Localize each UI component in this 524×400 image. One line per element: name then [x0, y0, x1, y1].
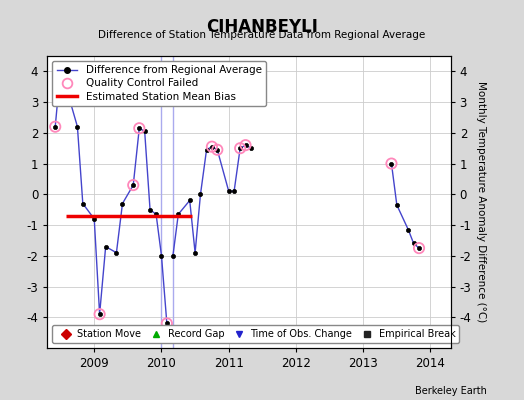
Point [242, 142, 250, 148]
Point [162, 320, 171, 327]
Point [129, 182, 137, 188]
Point [387, 160, 396, 167]
Y-axis label: Monthly Temperature Anomaly Difference (°C): Monthly Temperature Anomaly Difference (… [476, 81, 486, 323]
Point [51, 124, 59, 130]
Point [236, 145, 244, 152]
Text: Berkeley Earth: Berkeley Earth [416, 386, 487, 396]
Point [415, 245, 423, 251]
Legend: Station Move, Record Gap, Time of Obs. Change, Empirical Break: Station Move, Record Gap, Time of Obs. C… [52, 325, 459, 343]
Text: CIHANBEYLI: CIHANBEYLI [206, 18, 318, 36]
Point [135, 125, 144, 132]
Point [95, 311, 104, 317]
Point [208, 144, 216, 150]
Text: Difference of Station Temperature Data from Regional Average: Difference of Station Temperature Data f… [99, 30, 425, 40]
Point [213, 146, 222, 153]
